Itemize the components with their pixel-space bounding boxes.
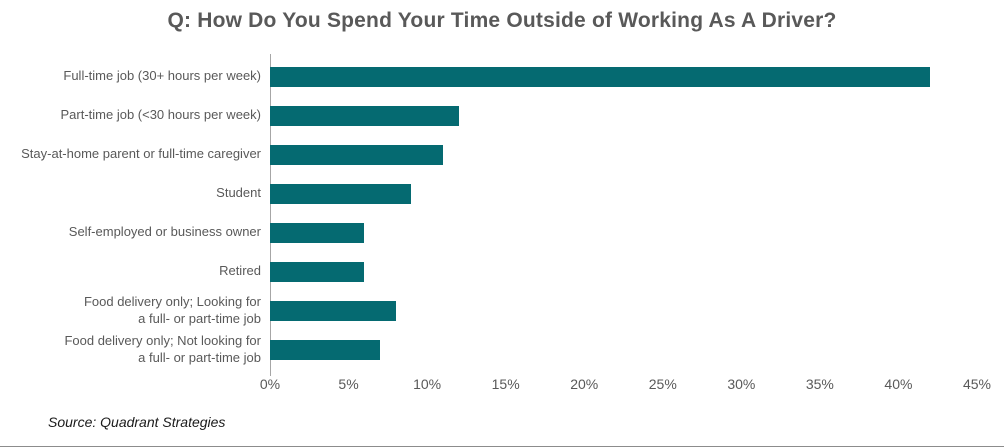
x-tick-label: 35% <box>805 376 834 392</box>
x-tick-label: 15% <box>491 376 520 392</box>
bar-chart: Full-time job (30+ hours per week) Part-t… <box>0 54 1004 398</box>
chart-row: Part-time job (<30 hours per week) <box>0 96 1004 135</box>
x-tick-label: 30% <box>727 376 756 392</box>
category-label: Food delivery only; Looking for a full- … <box>83 293 261 326</box>
x-tick-label: 45% <box>962 376 992 392</box>
source-note: Source: Quadrant Strategies <box>48 414 226 430</box>
bar <box>270 105 459 126</box>
x-tick-label: 5% <box>338 376 359 392</box>
bar <box>270 339 380 360</box>
bar <box>270 66 930 87</box>
bar <box>270 261 365 282</box>
chart-row: Full-time job (30+ hours per week) <box>0 57 1004 96</box>
bar-track <box>270 339 977 360</box>
chart-row: Food delivery only; Not looking for a fu… <box>0 330 1004 369</box>
bar <box>270 144 443 165</box>
bar-track <box>270 300 977 321</box>
chart-row: Self-employed or business owner <box>0 213 1004 252</box>
category-label: Retired <box>219 263 261 279</box>
bar-track <box>270 261 977 282</box>
x-tick-label: 10% <box>413 376 442 392</box>
x-axis-ticks: 0% 5% 10% 15% 20% 25% 30% 35% 40% 45% <box>260 376 991 398</box>
x-tick-label: 0% <box>259 376 281 392</box>
x-tick-label: 40% <box>884 376 913 392</box>
bar-track <box>270 222 977 243</box>
category-label: Food delivery only; Not looking for a fu… <box>64 332 261 365</box>
chart-title: Q: How Do You Spend Your Time Outside of… <box>167 9 837 32</box>
bar-track <box>270 66 977 87</box>
category-label: Full-time job (30+ hours per week) <box>63 68 261 84</box>
chart-row: Stay-at-home parent or full-time caregiv… <box>0 135 1004 174</box>
category-label: Self-employed or business owner <box>68 224 261 240</box>
category-label: Part-time job (<30 hours per week) <box>60 107 261 123</box>
y-axis-line <box>270 54 271 376</box>
bar-track <box>270 144 977 165</box>
x-tick-label: 20% <box>570 376 599 392</box>
bar <box>270 183 412 204</box>
x-tick-label: 25% <box>648 376 677 392</box>
category-label: Stay-at-home parent or full-time caregiv… <box>21 146 261 162</box>
chart-row: Student <box>0 174 1004 213</box>
bar <box>270 222 365 243</box>
chart-row: Food delivery only; Looking for a full- … <box>0 291 1004 330</box>
category-label: Student <box>216 185 261 201</box>
chart-rows: Full-time job (30+ hours per week) Part-t… <box>0 57 1004 369</box>
chart-row: Retired <box>0 252 1004 291</box>
bar-track <box>270 105 977 126</box>
bar <box>270 300 396 321</box>
bar-track <box>270 183 977 204</box>
